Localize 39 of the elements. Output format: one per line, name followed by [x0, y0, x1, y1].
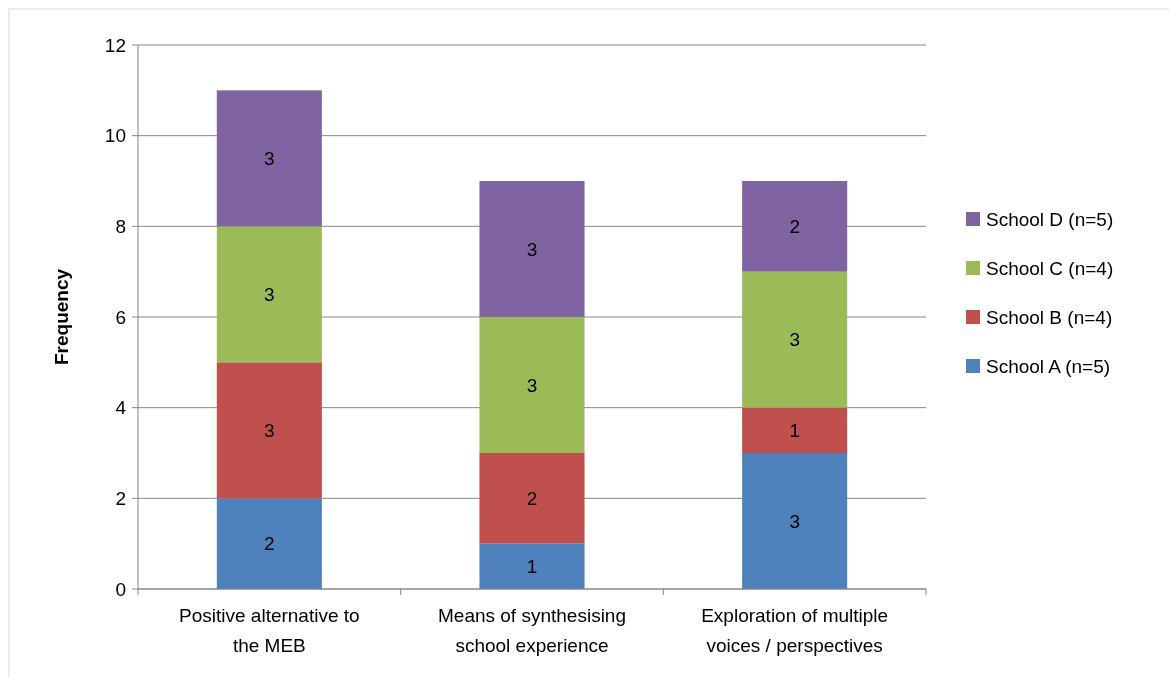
legend-label: School C (n=4) — [986, 257, 1114, 279]
y-tick-label: 10 — [104, 125, 126, 147]
bar — [742, 453, 848, 589]
data-label: 2 — [264, 533, 275, 555]
y-tick-label: 0 — [115, 578, 126, 600]
data-label: 3 — [526, 374, 538, 396]
x-tick-label: Positive alternative to the MEB — [179, 605, 360, 656]
legend-label: School B (n=4) — [986, 306, 1113, 328]
bar — [216, 362, 322, 499]
data-label: 3 — [789, 329, 800, 351]
y-axis-title: Frequency — [51, 268, 72, 366]
bar — [216, 498, 322, 589]
bar — [479, 543, 585, 589]
bar — [479, 453, 585, 544]
y-tick-label: 12 — [104, 34, 126, 56]
bar — [742, 181, 848, 272]
bar — [216, 90, 322, 227]
x-tick-label: Means of synthesising school experience — [438, 605, 626, 656]
bar — [479, 181, 585, 317]
x-tick-label: Exploration of multiple voices / perspectives — [701, 605, 889, 656]
y-tick-label: 4 — [115, 397, 127, 419]
y-tick-label: 6 — [115, 306, 126, 328]
data-label: 1 — [789, 419, 800, 441]
bar — [216, 226, 322, 363]
bar — [479, 317, 585, 453]
data-label: 3 — [264, 283, 275, 305]
data-label: 2 — [789, 215, 800, 237]
legend-label: School A (n=5) — [986, 355, 1111, 377]
data-label: 2 — [526, 487, 538, 509]
data-label: 3 — [789, 510, 800, 532]
data-label: 1 — [526, 555, 538, 577]
y-tick-label: 8 — [115, 215, 126, 237]
legend-label: School D (n=5) — [986, 208, 1114, 230]
data-label: 3 — [264, 419, 275, 441]
bar — [742, 271, 848, 408]
data-label: 3 — [526, 238, 538, 260]
bar — [742, 407, 848, 453]
y-tick-label: 2 — [115, 487, 126, 509]
data-label: 3 — [264, 147, 275, 169]
